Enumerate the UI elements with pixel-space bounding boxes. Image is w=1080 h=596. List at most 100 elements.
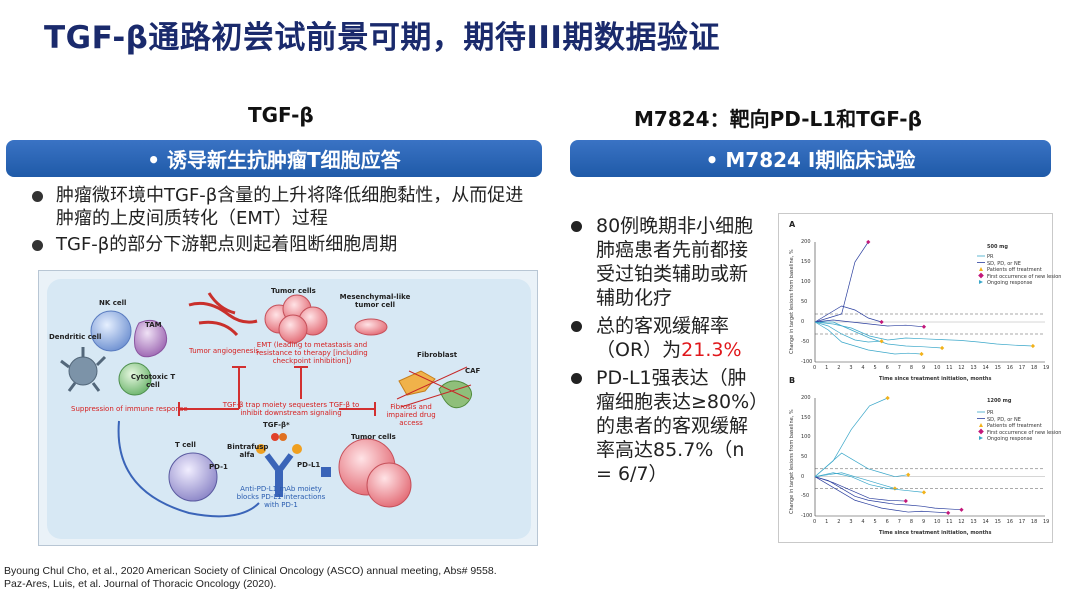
x-tick-label: 0 bbox=[813, 365, 817, 371]
right-section-bar: • M7824 I期临床试验 bbox=[570, 140, 1051, 177]
x-tick-label: 3 bbox=[849, 519, 853, 525]
bullet-dot bbox=[571, 373, 582, 384]
tam-shape bbox=[134, 319, 168, 358]
response-spider-plot: A B Change in target lesions from baseli… bbox=[778, 213, 1061, 543]
patient-end-marker bbox=[959, 507, 964, 512]
pdl1-label: PD-L1 bbox=[297, 461, 321, 469]
y-tick-label: -50 bbox=[801, 493, 810, 500]
panel-b-letter: B bbox=[789, 376, 796, 385]
patient-end-marker bbox=[946, 510, 951, 515]
cytotoxic-t-cell-shape bbox=[118, 362, 152, 396]
reference-2: Paz-Ares, Luis, et al. Journal of Thorac… bbox=[4, 578, 277, 590]
x-tick-label: 7 bbox=[897, 365, 901, 371]
angiogenesis-vessels bbox=[188, 292, 258, 337]
x-tick-label: 17 bbox=[1018, 365, 1026, 371]
y-tick-label: 100 bbox=[801, 434, 811, 441]
legend-entry: PR bbox=[987, 410, 994, 416]
y-axis-label-a: Change in target lesions from baseline, … bbox=[789, 249, 795, 354]
reference-1: Byoung Chul Cho, et al., 2020 American S… bbox=[4, 565, 497, 577]
patient-trajectory bbox=[814, 397, 888, 477]
patient-trajectory bbox=[815, 321, 943, 349]
tumor-cells-top-shape bbox=[264, 294, 328, 344]
patient-trajectory bbox=[814, 476, 906, 502]
x-tick-label: 1 bbox=[825, 519, 829, 525]
patient-end-marker bbox=[866, 239, 871, 245]
legend-entry: PR bbox=[987, 254, 994, 260]
caf-label: CAF bbox=[465, 367, 481, 375]
patient-end-marker bbox=[939, 345, 945, 351]
t-cell-shape bbox=[168, 452, 218, 502]
x-tick-label: 15 bbox=[994, 519, 1001, 525]
dendritic-label: Dendritic cell bbox=[49, 333, 102, 341]
x-tick-label: 3 bbox=[849, 365, 853, 371]
patient-trajectory bbox=[814, 321, 1033, 347]
anti-pdl1-label: Anti-PD-L1 mAb moiety blocks PD-L1 inter… bbox=[236, 485, 326, 509]
legend-marker bbox=[979, 280, 983, 284]
spider-plot-graphics bbox=[814, 239, 1045, 517]
x-tick-label: 8 bbox=[909, 365, 914, 371]
trap-label: TGF-β trap moiety sequesters TGF-β to in… bbox=[222, 401, 360, 417]
x-axis-label-a: Time since treatment initiation, months bbox=[879, 376, 992, 382]
patient-end-marker bbox=[919, 351, 924, 357]
x-tick-label: 13 bbox=[970, 519, 977, 525]
x-tick-label: 0 bbox=[813, 519, 817, 525]
bintrafusp-antibody-shape bbox=[256, 444, 302, 497]
emt-label: EMT (leading to metastasis and resistanc… bbox=[256, 341, 368, 365]
legend-marker bbox=[979, 423, 983, 427]
y-tick-label: 50 bbox=[801, 299, 808, 305]
bullet-dot bbox=[32, 191, 43, 202]
fibrosis-label: Fibrosis and impaired drug access bbox=[386, 403, 436, 427]
x-tick-label: 16 bbox=[1006, 365, 1014, 371]
x-tick-label: 4 bbox=[861, 519, 865, 525]
patient-trajectory bbox=[814, 305, 882, 323]
x-tick-label: 9 bbox=[921, 365, 926, 371]
right-bullet-2: 总的客观缓解率（OR）为21.3% bbox=[571, 314, 761, 362]
x-tick-label: 11 bbox=[946, 519, 953, 525]
legend-marker bbox=[979, 267, 983, 271]
left-bullet-2-text: TGF-β的部分下游靶点则起着阻断细胞周期 bbox=[56, 234, 398, 255]
x-tick-label: 6 bbox=[885, 365, 889, 371]
patient-trajectory bbox=[814, 241, 869, 323]
patient-trajectory bbox=[814, 321, 922, 355]
dose-label-b: 1200 mg bbox=[987, 398, 1012, 404]
cytotoxic-label: Cytotoxic T cell bbox=[130, 373, 176, 389]
x-tick-label: 2 bbox=[837, 365, 841, 371]
x-tick-label: 4 bbox=[861, 365, 865, 371]
tumor-cells-top-label: Tumor cells bbox=[271, 287, 316, 295]
right-bullet-1-text: 80例晚期非小细胞肺癌患者先前都接受过铂类辅助或新辅助化疗 bbox=[596, 215, 754, 309]
patient-trajectory bbox=[814, 321, 882, 343]
references: Byoung Chul Cho, et al., 2020 American S… bbox=[4, 565, 497, 591]
panel-a-letter: A bbox=[789, 220, 796, 229]
patient-end-marker bbox=[892, 486, 898, 491]
patient-trajectory bbox=[814, 472, 895, 489]
x-tick-label: 8 bbox=[909, 519, 914, 525]
x-tick-label: 14 bbox=[982, 519, 989, 525]
patient-end-marker bbox=[885, 395, 890, 401]
patient-end-marker bbox=[879, 319, 884, 325]
bullet-dot bbox=[571, 321, 582, 332]
bullet-dot bbox=[571, 221, 582, 232]
y-tick-label: -50 bbox=[801, 339, 810, 345]
x-tick-label: 18 bbox=[1030, 519, 1038, 525]
pd1-label: PD-1 bbox=[209, 463, 228, 471]
dendritic-cell-shape bbox=[60, 347, 107, 392]
suppression-label: Suppression of immune response bbox=[71, 405, 188, 413]
legend-entry: SD, PD, or NE bbox=[987, 416, 1021, 423]
x-axis-label-b: Time since treatment initiation, months bbox=[879, 530, 992, 536]
patient-trajectory bbox=[814, 319, 924, 328]
x-tick-label: 6 bbox=[885, 519, 889, 525]
left-column-heading: TGF-β bbox=[248, 103, 314, 127]
right-column-heading: M7824：靶向PD-L1和TGF-β bbox=[634, 107, 922, 131]
x-tick-label: 14 bbox=[982, 365, 989, 371]
y-tick-label: 150 bbox=[801, 414, 811, 421]
x-tick-label: 5 bbox=[873, 365, 877, 371]
patient-end-marker bbox=[879, 339, 884, 344]
tumor-cells-bottom-label: Tumor cells bbox=[351, 433, 396, 441]
fibroblast-label: Fibroblast bbox=[417, 351, 458, 359]
patient-end-marker bbox=[1030, 343, 1036, 349]
legend-entry: Patients off treatment bbox=[987, 267, 1042, 273]
tumor-cells-bottom-shape bbox=[338, 438, 412, 508]
fibroblast-shape bbox=[398, 370, 436, 396]
pd-l1-receptor-shape bbox=[321, 467, 331, 477]
tgf-beta-mechanism-figure: NK cell TAM Dendritic cell Cytotoxic T c… bbox=[38, 270, 538, 546]
